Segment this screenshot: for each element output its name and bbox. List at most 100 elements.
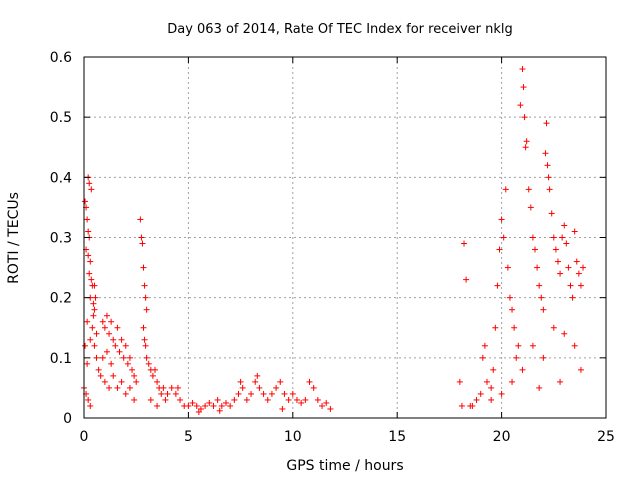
data-point bbox=[488, 384, 495, 391]
data-point bbox=[126, 384, 133, 391]
data-point bbox=[143, 354, 150, 361]
data-point bbox=[88, 276, 95, 283]
data-point bbox=[543, 120, 550, 127]
data-point bbox=[561, 222, 568, 229]
data-point bbox=[142, 342, 149, 349]
data-point bbox=[90, 312, 97, 319]
data-point bbox=[84, 216, 91, 223]
data-point bbox=[126, 354, 133, 361]
data-point bbox=[118, 378, 125, 385]
data-point bbox=[477, 390, 484, 397]
data-point bbox=[91, 282, 98, 289]
data-point bbox=[85, 252, 92, 259]
data-point bbox=[122, 390, 129, 397]
data-point bbox=[88, 186, 95, 193]
data-point bbox=[92, 294, 99, 301]
data-point bbox=[561, 330, 568, 337]
data-point bbox=[91, 342, 98, 349]
data-point bbox=[577, 282, 584, 289]
data-point bbox=[87, 336, 94, 343]
data-point bbox=[519, 366, 526, 373]
y-tick-label: 0.6 bbox=[50, 50, 72, 66]
data-point bbox=[314, 396, 321, 403]
data-point bbox=[500, 234, 507, 241]
data-point bbox=[91, 306, 98, 313]
data-point bbox=[140, 324, 147, 331]
data-point bbox=[93, 354, 100, 361]
data-point bbox=[97, 372, 104, 379]
data-point bbox=[546, 186, 553, 193]
data-point bbox=[540, 354, 547, 361]
x-tick-label: 20 bbox=[493, 429, 511, 445]
data-point bbox=[550, 234, 557, 241]
data-point bbox=[110, 372, 117, 379]
x-tick-label: 15 bbox=[388, 429, 406, 445]
data-point bbox=[504, 264, 511, 271]
data-point bbox=[509, 306, 516, 313]
data-point bbox=[114, 324, 121, 331]
data-point bbox=[310, 384, 317, 391]
data-point bbox=[323, 399, 330, 406]
data-point bbox=[112, 342, 119, 349]
data-point bbox=[532, 246, 539, 253]
data-point bbox=[86, 180, 93, 187]
data-point bbox=[563, 240, 570, 247]
data-point bbox=[85, 396, 92, 403]
data-point bbox=[544, 162, 551, 169]
data-point bbox=[84, 360, 91, 367]
data-point bbox=[124, 360, 131, 367]
data-point bbox=[87, 258, 94, 265]
data-point bbox=[154, 378, 161, 385]
y-axis-ticks: 0 0.1 0.2 0.3 0.4 0.5 0.6 bbox=[50, 50, 606, 427]
data-point bbox=[506, 294, 513, 301]
x-tick-label: 25 bbox=[597, 429, 615, 445]
data-point bbox=[235, 390, 242, 397]
data-point bbox=[137, 216, 144, 223]
data-point bbox=[571, 342, 578, 349]
chart-title: Day 063 of 2014, Rate Of TEC Index for r… bbox=[167, 22, 513, 37]
data-point bbox=[515, 342, 522, 349]
data-point bbox=[327, 405, 334, 412]
data-point bbox=[527, 204, 534, 211]
data-point bbox=[488, 396, 495, 403]
x-tick-label: 10 bbox=[284, 429, 302, 445]
data-point bbox=[554, 258, 561, 265]
data-point bbox=[302, 396, 309, 403]
data-point bbox=[139, 240, 146, 247]
data-point bbox=[103, 312, 110, 319]
data-point bbox=[260, 390, 267, 397]
data-point bbox=[525, 186, 532, 193]
data-point bbox=[195, 408, 202, 415]
data-point bbox=[513, 354, 520, 361]
data-point bbox=[99, 354, 106, 361]
x-tick-label: 5 bbox=[184, 429, 193, 445]
data-point bbox=[131, 372, 138, 379]
data-point bbox=[87, 402, 94, 409]
data-point bbox=[293, 396, 300, 403]
data-point bbox=[133, 378, 140, 385]
data-point bbox=[289, 390, 296, 397]
y-tick-label: 0.4 bbox=[50, 170, 72, 186]
data-point bbox=[189, 399, 196, 406]
data-point bbox=[573, 258, 580, 265]
data-point bbox=[277, 378, 284, 385]
data-point bbox=[85, 228, 92, 235]
data-point bbox=[298, 399, 305, 406]
data-point bbox=[550, 324, 557, 331]
data-point bbox=[521, 114, 528, 121]
data-point bbox=[141, 336, 148, 343]
data-point bbox=[519, 66, 526, 73]
data-point bbox=[129, 366, 136, 373]
data-point bbox=[84, 318, 91, 325]
data-point bbox=[492, 324, 499, 331]
data-point bbox=[149, 372, 156, 379]
data-point bbox=[494, 282, 501, 289]
data-point bbox=[99, 318, 106, 325]
data-point bbox=[306, 378, 313, 385]
data-point bbox=[95, 366, 102, 373]
data-point bbox=[197, 405, 204, 412]
data-point bbox=[520, 84, 527, 91]
x-tick-label: 0 bbox=[80, 429, 89, 445]
data-point bbox=[214, 396, 221, 403]
